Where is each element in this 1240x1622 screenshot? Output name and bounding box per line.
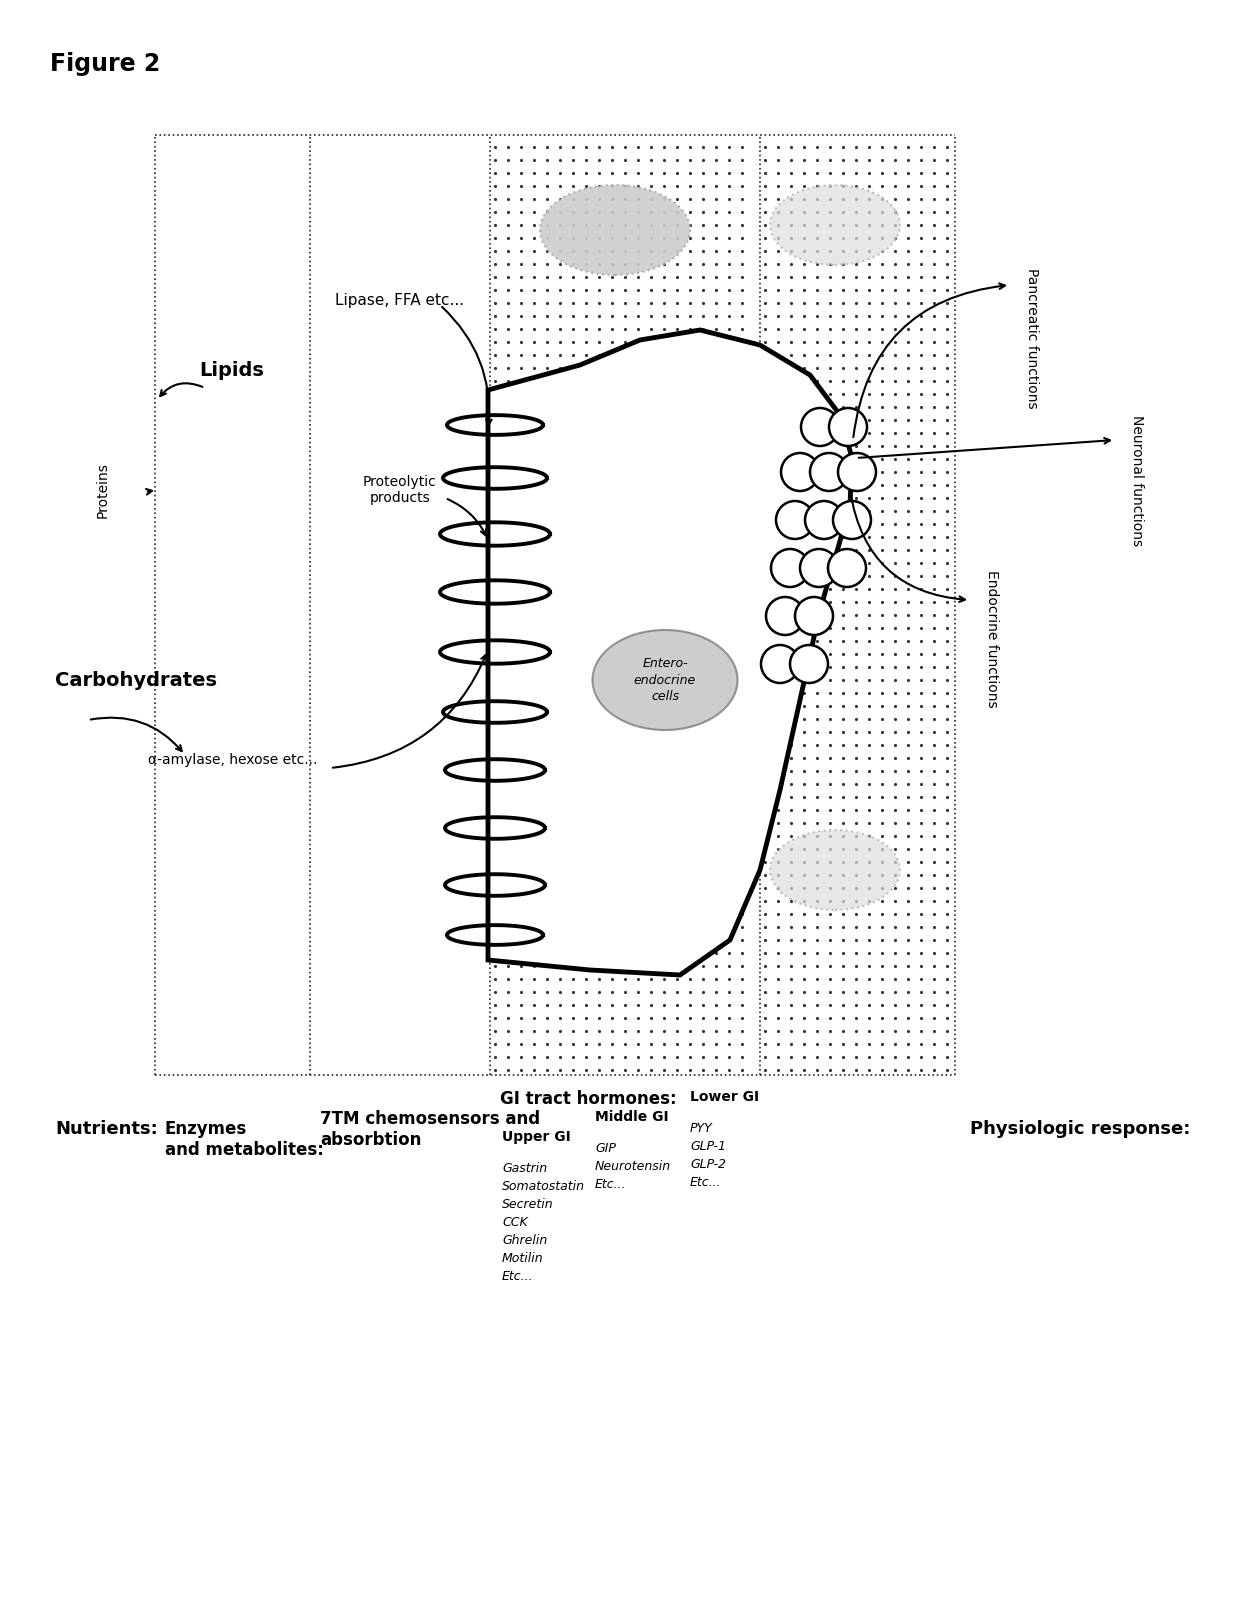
Circle shape <box>776 501 813 539</box>
Text: Enzymes
and metabolites:: Enzymes and metabolites: <box>165 1121 324 1158</box>
Circle shape <box>761 646 799 683</box>
Text: Figure 2: Figure 2 <box>50 52 160 76</box>
Text: Endocrine functions: Endocrine functions <box>985 569 999 707</box>
Ellipse shape <box>543 796 687 884</box>
Polygon shape <box>489 329 852 975</box>
Text: Middle GI: Middle GI <box>595 1109 668 1124</box>
Text: Nutrients:: Nutrients: <box>55 1121 157 1139</box>
Text: 7TM chemosensors and
absorbtion: 7TM chemosensors and absorbtion <box>320 1109 541 1148</box>
Circle shape <box>771 548 808 587</box>
Text: α-amylase, hexose etc...: α-amylase, hexose etc... <box>149 753 317 767</box>
Circle shape <box>833 501 870 539</box>
Circle shape <box>790 646 828 683</box>
Text: Carbohydrates: Carbohydrates <box>55 670 217 689</box>
Circle shape <box>800 548 838 587</box>
Ellipse shape <box>593 629 738 730</box>
Text: GIP
Neurotensin
Etc...: GIP Neurotensin Etc... <box>595 1142 671 1191</box>
Circle shape <box>795 597 833 634</box>
Text: PYY
GLP-1
GLP-2
Etc...: PYY GLP-1 GLP-2 Etc... <box>689 1122 725 1189</box>
Text: Proteins: Proteins <box>95 462 110 517</box>
Text: GI tract hormones:: GI tract hormones: <box>500 1090 677 1108</box>
Text: Pancreatic functions: Pancreatic functions <box>1025 268 1039 409</box>
Text: Lipids: Lipids <box>200 360 264 380</box>
Text: Physiologic response:: Physiologic response: <box>970 1121 1190 1139</box>
Text: Neuronal functions: Neuronal functions <box>1130 415 1145 547</box>
Circle shape <box>805 501 843 539</box>
Circle shape <box>838 453 875 491</box>
Circle shape <box>781 453 818 491</box>
Ellipse shape <box>770 830 900 910</box>
Text: Upper GI: Upper GI <box>502 1131 570 1144</box>
Text: Lipase, FFA etc...: Lipase, FFA etc... <box>336 292 465 308</box>
Text: Entero-
endocrine
cells: Entero- endocrine cells <box>634 657 696 702</box>
Ellipse shape <box>770 185 900 264</box>
Circle shape <box>766 597 804 634</box>
Circle shape <box>828 548 866 587</box>
Circle shape <box>810 453 848 491</box>
Ellipse shape <box>539 185 689 276</box>
Circle shape <box>801 409 839 446</box>
Circle shape <box>830 409 867 446</box>
Text: Lower GI: Lower GI <box>689 1090 759 1105</box>
Text: Proteolytic
products: Proteolytic products <box>363 475 436 504</box>
Text: Gastrin
Somatostatin
Secretin
CCK
Ghrelin
Motilin
Etc...: Gastrin Somatostatin Secretin CCK Ghreli… <box>502 1161 585 1283</box>
